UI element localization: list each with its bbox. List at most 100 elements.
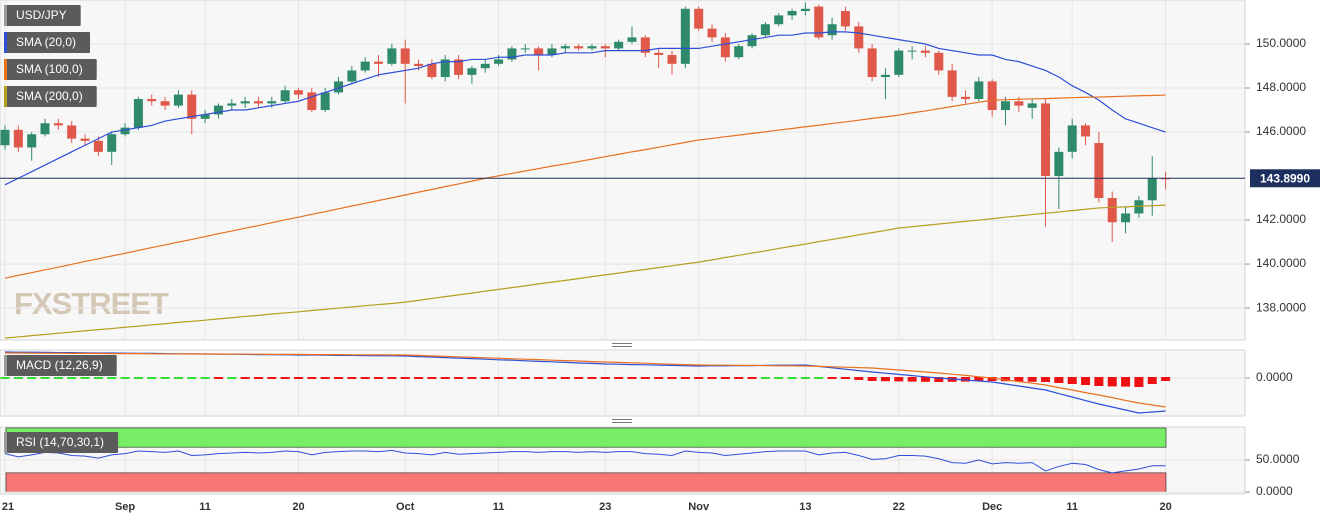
candle-body	[1147, 178, 1157, 201]
histogram-bar	[1107, 377, 1117, 387]
candle-body	[974, 81, 984, 100]
histogram-bar	[760, 377, 770, 379]
candle-body	[720, 37, 730, 58]
histogram-bar	[654, 377, 664, 379]
histogram-bar	[253, 377, 263, 379]
candle-body	[867, 48, 877, 78]
candle-body	[1121, 213, 1131, 223]
candle-body	[760, 24, 770, 36]
histogram-bar	[187, 377, 197, 379]
histogram-bar	[614, 377, 624, 379]
candle-body	[680, 8, 690, 64]
candle-body	[1067, 125, 1077, 152]
candle-body	[347, 70, 357, 82]
price-panel	[0, 0, 1246, 341]
candle-body	[560, 46, 570, 49]
histogram-bar	[454, 377, 464, 379]
histogram-bar	[347, 377, 357, 379]
histogram-bar	[547, 377, 557, 379]
histogram-bar	[67, 377, 77, 379]
candle-body	[547, 48, 557, 56]
candle-body	[640, 37, 650, 53]
histogram-bar	[574, 377, 584, 379]
legend-box	[4, 432, 119, 453]
candle-body	[734, 46, 744, 58]
legend-label: SMA (20,0)	[16, 35, 76, 49]
histogram-bar	[1147, 377, 1157, 384]
candle-body	[400, 48, 410, 64]
x-tick-label: Sep	[115, 501, 135, 513]
y-tick-label: 142.0000	[1256, 212, 1306, 226]
histogram-bar	[720, 377, 730, 379]
candle-body	[614, 41, 624, 49]
candle-body	[1134, 200, 1144, 214]
histogram-bar	[974, 377, 984, 382]
candle-body	[707, 28, 717, 38]
y-tick-label: 0.0000	[1256, 484, 1293, 498]
histogram-bar	[787, 377, 797, 379]
histogram-bar	[480, 377, 490, 379]
candle-body	[454, 59, 464, 75]
candle-body	[627, 37, 637, 42]
candle-body	[267, 101, 277, 104]
candle-body	[987, 81, 997, 111]
histogram-bar	[240, 377, 250, 379]
candle-body	[307, 92, 317, 111]
histogram-bar	[987, 377, 997, 381]
histogram-bar	[1027, 377, 1037, 382]
histogram-bar	[213, 377, 223, 379]
rsi-zone	[5, 427, 1167, 448]
candle-body	[133, 99, 143, 128]
histogram-bar	[320, 377, 330, 379]
candle-body	[1041, 103, 1051, 177]
candle-body	[440, 59, 450, 78]
histogram-bar	[1134, 377, 1144, 387]
histogram-bar	[280, 377, 290, 379]
candle-body	[240, 101, 250, 104]
histogram-bar	[1041, 377, 1051, 382]
x-tick-label: Nov	[688, 501, 710, 513]
candle-body	[494, 59, 504, 64]
x-tick-label: 20	[292, 501, 304, 513]
macd-line	[5, 352, 1166, 408]
histogram-bar	[374, 377, 384, 379]
macd-panel	[0, 349, 1246, 417]
candle-body	[80, 138, 90, 141]
candle-body	[107, 134, 117, 152]
y-tick-label: 148.0000	[1256, 80, 1306, 94]
histogram-bar	[440, 377, 450, 379]
histogram-bar	[734, 377, 744, 379]
candle-body	[160, 101, 170, 106]
legend-label: RSI (14,70,30,1)	[16, 435, 104, 449]
histogram-bar	[774, 377, 784, 379]
legend-swatch	[4, 5, 7, 26]
x-tick-label: 23	[599, 501, 611, 513]
candle-body	[414, 63, 424, 67]
candle-body	[787, 11, 797, 16]
candle-body	[0, 129, 10, 146]
y-tick-label: 140.0000	[1256, 256, 1306, 270]
histogram-bar	[920, 377, 930, 382]
histogram-bar	[1161, 377, 1171, 381]
histogram-bar	[200, 377, 210, 379]
candle-body	[814, 6, 824, 38]
candle-body	[854, 26, 864, 49]
histogram-bar	[360, 377, 370, 379]
histogram-bar	[507, 377, 517, 379]
candle-body	[280, 90, 290, 102]
x-tick-label: 11	[1066, 501, 1078, 513]
histogram-bar	[494, 377, 504, 379]
histogram-bar	[467, 377, 477, 379]
legend-label: MACD (12,26,9)	[16, 358, 103, 372]
histogram-bar	[880, 377, 890, 382]
legend-swatch	[4, 32, 7, 53]
candle-body	[53, 123, 63, 126]
histogram-bar	[53, 377, 63, 379]
candle-body	[173, 94, 183, 106]
histogram-bar	[894, 377, 904, 382]
histogram-bar	[867, 377, 877, 381]
histogram-bar	[520, 377, 530, 379]
histogram-bar	[0, 377, 10, 379]
candle-body	[387, 48, 397, 64]
